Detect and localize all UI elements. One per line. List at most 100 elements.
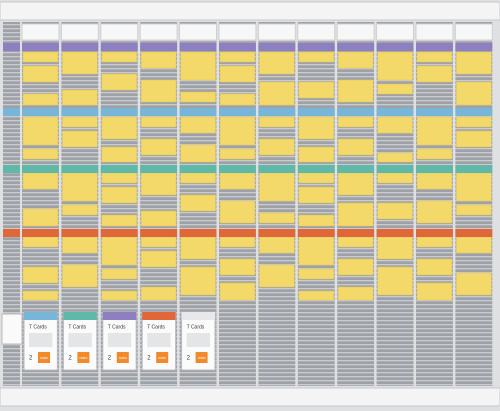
t-card <box>180 91 216 103</box>
divider-card <box>258 165 296 173</box>
divider-card <box>416 43 453 51</box>
t-card <box>259 212 295 224</box>
t-card <box>337 258 374 276</box>
t-card <box>140 210 177 227</box>
divider-card <box>179 165 217 173</box>
t-card <box>180 116 216 134</box>
pack-top <box>102 312 137 320</box>
t-card <box>456 81 492 106</box>
t-card <box>377 266 413 296</box>
t-card <box>62 130 98 148</box>
t-card <box>298 172 334 184</box>
t-card <box>416 116 453 146</box>
pack-count: 2 <box>187 356 191 362</box>
pack-illustration <box>29 333 53 347</box>
t-card <box>416 172 453 190</box>
divider-card <box>455 165 493 173</box>
t-card <box>101 290 137 301</box>
t-card <box>416 200 453 224</box>
t-card <box>259 116 295 128</box>
pack-illustration <box>107 333 132 347</box>
t-card <box>456 204 492 216</box>
divider-card <box>179 229 217 237</box>
column-slots <box>258 22 296 386</box>
t-card <box>180 266 216 296</box>
column-header <box>415 23 454 41</box>
divider-card <box>258 229 296 237</box>
t-card <box>219 172 256 190</box>
t-card <box>259 236 295 254</box>
brand-box <box>38 352 50 363</box>
divider-card <box>179 108 217 116</box>
t-card <box>22 208 59 227</box>
t-card <box>298 51 334 63</box>
pack-label: T Cards <box>187 324 205 330</box>
t-card <box>22 51 59 63</box>
t-card <box>456 130 492 148</box>
pack-illustration <box>147 333 171 347</box>
t-card <box>101 116 137 140</box>
t-card <box>298 290 334 301</box>
t-card <box>337 202 374 227</box>
t-card <box>259 264 295 288</box>
t-card <box>62 172 98 202</box>
t-card <box>140 286 177 301</box>
t-card <box>259 81 295 106</box>
t-card <box>377 236 413 260</box>
pack-count: 2 <box>68 356 72 362</box>
t-card <box>140 79 177 103</box>
column-header <box>139 23 178 41</box>
t-card <box>456 236 492 254</box>
t-card <box>22 93 59 106</box>
t-card <box>219 65 256 83</box>
pack-label: T Cards <box>68 324 86 330</box>
divider-card <box>455 108 493 116</box>
divider-card <box>376 108 414 116</box>
divider-card <box>219 229 256 237</box>
divider-card <box>100 43 138 51</box>
divider-card <box>337 229 375 237</box>
brand-logo: nobo <box>198 356 206 360</box>
t-card <box>298 81 334 99</box>
t-card <box>337 79 374 103</box>
divider-card <box>297 165 335 173</box>
brand-box <box>195 352 208 363</box>
t-card <box>101 268 137 280</box>
t-card <box>22 148 59 160</box>
divider-card <box>337 43 375 51</box>
t-card <box>219 282 256 301</box>
divider-card <box>61 43 99 51</box>
divider-card <box>337 165 375 173</box>
t-card <box>219 200 256 224</box>
brand-logo: nobo <box>40 356 48 360</box>
divider-card <box>219 108 256 116</box>
divider-card <box>3 43 20 51</box>
t-card <box>219 93 256 106</box>
pack-illustration <box>68 333 92 347</box>
t-card <box>298 146 334 163</box>
t-card <box>101 73 137 91</box>
divider-card <box>100 108 138 116</box>
pack-top <box>142 312 176 320</box>
t-card <box>377 116 413 134</box>
t-card <box>219 51 256 63</box>
divider-card <box>455 229 493 237</box>
pack-label: T Cards <box>29 324 47 330</box>
t-card <box>298 236 334 266</box>
divider-card <box>297 229 335 237</box>
t-card <box>180 194 216 212</box>
divider-card <box>416 108 453 116</box>
t-card <box>140 51 177 69</box>
divider-card <box>100 229 138 237</box>
t-card <box>101 186 137 204</box>
divider-card <box>22 165 59 173</box>
small-pack <box>1 313 23 345</box>
divider-card <box>140 229 178 237</box>
divider-card <box>337 108 375 116</box>
t-card <box>22 65 59 83</box>
divider-card <box>22 229 59 237</box>
t-card <box>140 250 177 268</box>
brand-box <box>116 352 129 363</box>
divider-card <box>140 43 178 51</box>
